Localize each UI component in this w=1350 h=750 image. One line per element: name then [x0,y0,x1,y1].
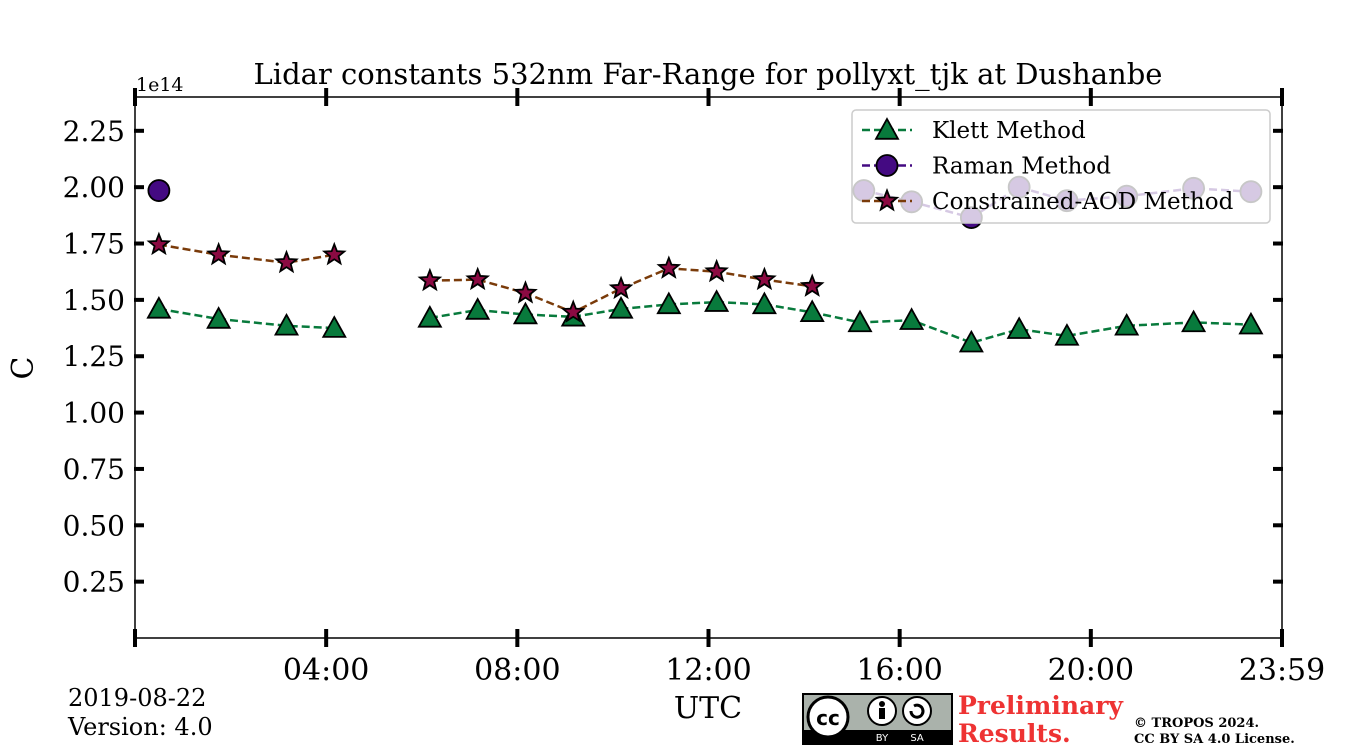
cc-license-icon: cc BY SA [802,693,953,745]
data-point [1006,316,1032,339]
legend: Klett Method Raman Method Constrained-AOD … [851,109,1271,224]
data-point [1181,309,1207,333]
data-point [321,315,347,338]
x-tick-label: 04:00 [283,653,369,688]
copyright-line-1: © TROPOS 2024. [1134,716,1260,731]
data-point [206,306,232,329]
legend-label: Klett Method [932,118,1086,144]
version-label: Version: 4.0 [68,713,213,741]
data-point [512,301,538,325]
data-point [752,266,777,291]
x-axis-label: UTC [674,691,742,726]
cc-by-text: BY [876,733,889,744]
footer-info: 2019-08-22 Version: 4.0 [68,684,213,742]
data-point [847,309,873,333]
data-point [608,275,634,300]
copyright-line-2: CC BY SA 4.0 License. [1134,732,1295,747]
data-point [656,255,682,279]
data-point [704,258,729,283]
series-line [158,307,335,330]
y-tick-label: 0.50 [63,509,125,542]
data-point [799,273,825,297]
series-klett-method [146,289,1264,353]
data-point [1054,323,1080,346]
data-point [147,179,171,202]
data-point [1238,311,1264,335]
legend-marker [874,117,900,140]
axes: 0.25 0.50 0.75 1.00 1.25 1.50 1.75 2.00 2.25 04:0… [63,88,1325,688]
data-point [465,297,491,320]
legend-box [851,109,1271,224]
x-tick-label: 12:00 [665,653,751,688]
data-point [273,312,300,336]
x-tick-label: 20:00 [1048,653,1134,688]
chart-labels: Lidar constants 532nm Far-Range for poll… [6,57,1162,726]
data-point [560,299,586,323]
legend-marker [875,154,899,177]
copyright-note: © TROPOS 2024. CC BY SA 4.0 License. [1134,716,1295,748]
series-line [158,243,335,264]
data-point [656,291,682,315]
data-point [417,267,443,292]
data-point [704,289,730,312]
legend-label: Constrained-AOD Method [932,189,1234,215]
y-tick-label: 0.75 [63,453,125,486]
data-point [899,307,925,330]
data-point [206,241,231,266]
y-tick-label: 0.25 [63,566,125,599]
y-axis-multiplier: 1e14 [136,74,184,96]
legend-label: Raman Method [932,154,1111,180]
legend-marker [874,188,900,212]
data-point [799,299,825,322]
data-point [958,329,984,353]
preliminary-line-2: Results. [958,719,1071,748]
y-tick-label: 1.50 [63,284,125,317]
y-tick-label: 2.25 [63,115,125,148]
data-point [513,280,538,304]
preliminary-line-1: Preliminary [958,691,1123,720]
x-tick-label: 16:00 [856,653,942,688]
data-point [146,296,172,319]
date-label: 2019-08-22 [68,684,207,712]
x-tick-label: 08:00 [474,653,560,688]
cc-sa-text: SA [910,733,924,744]
data-point [321,241,347,266]
data-point [608,296,634,319]
y-tick-label: 1.75 [63,228,125,261]
chart-title: Lidar constants 532nm Far-Range for poll… [254,57,1163,92]
data-point [417,305,443,328]
data-point [274,249,299,274]
series-constrained-aod-method [146,231,825,323]
data-point [1114,312,1140,336]
y-tick-label: 1.25 [63,340,125,373]
data-point [751,291,777,315]
series-line [429,267,813,314]
svg-text:cc: cc [816,706,840,730]
y-axis-label: C [6,357,41,380]
preliminary-results-note: Preliminary Results. [958,692,1123,748]
data-point [146,231,172,256]
y-tick-label: 2.00 [63,171,125,204]
y-tick-label: 1.00 [63,397,125,430]
x-tick-label: 23:59 [1239,653,1325,688]
data-point [465,266,491,291]
